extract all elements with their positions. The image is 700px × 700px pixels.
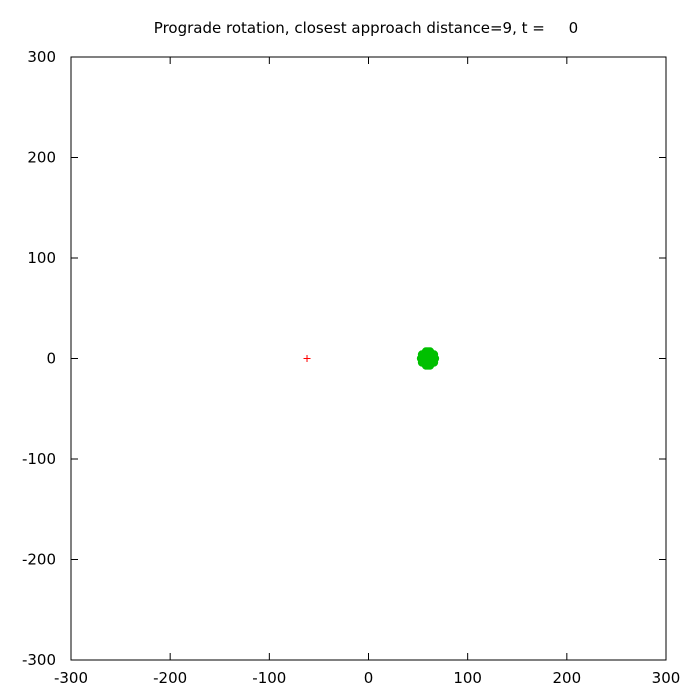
y-tick-label: -300 bbox=[22, 651, 56, 669]
chart-title: Prograde rotation, closest approach dist… bbox=[154, 19, 578, 37]
data-points bbox=[303, 347, 440, 370]
y-tick-label: 300 bbox=[27, 48, 56, 66]
x-tick-label: 0 bbox=[364, 669, 374, 687]
axis-ticks: -300 -200 -100 0 100 200 300 -300 -200 -100 0 100 20… bbox=[22, 48, 680, 687]
x-tick-label: 100 bbox=[453, 669, 482, 687]
y-tick-label: 0 bbox=[46, 350, 56, 368]
data-point bbox=[430, 354, 440, 363]
x-tick-label: -300 bbox=[54, 669, 88, 687]
y-tick-label: -100 bbox=[22, 450, 56, 468]
y-tick-label: -200 bbox=[22, 551, 56, 569]
x-tick-label: -100 bbox=[252, 669, 286, 687]
x-tick-label: -200 bbox=[153, 669, 187, 687]
data-point bbox=[303, 355, 311, 362]
y-tick-label: 100 bbox=[27, 249, 56, 267]
plot-frame bbox=[70, 56, 667, 661]
y-tick-label: 200 bbox=[27, 149, 56, 167]
x-tick-label: 200 bbox=[553, 669, 582, 687]
x-tick-label: 300 bbox=[652, 669, 681, 687]
data-point bbox=[416, 354, 426, 363]
